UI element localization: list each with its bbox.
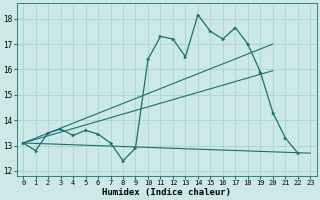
X-axis label: Humidex (Indice chaleur): Humidex (Indice chaleur) [102,188,231,197]
